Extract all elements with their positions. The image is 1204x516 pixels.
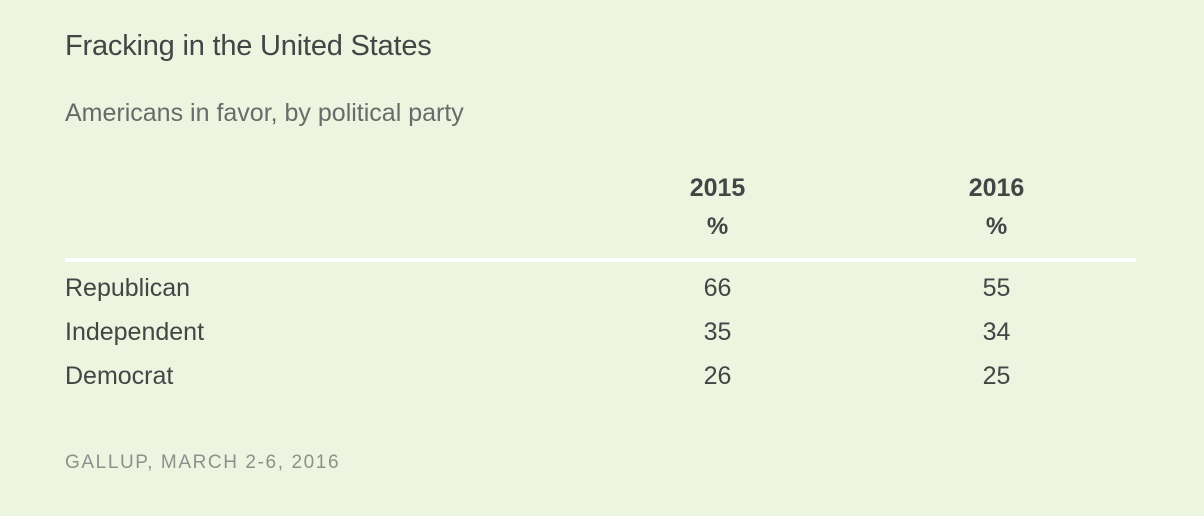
cell-independent-2016: 34 <box>982 318 1011 346</box>
unit-empty <box>65 206 578 262</box>
header-row-units: % % <box>65 206 1136 262</box>
header-empty <box>65 170 578 206</box>
table-row-republican: Republican 66 55 <box>65 260 1136 310</box>
source-note: GALLUP, MARCH 2-6, 2016 <box>65 452 341 473</box>
header-row-years: 2015 2016 <box>65 170 1136 206</box>
unit-label-2015: % <box>578 206 857 262</box>
row-label-democrat: Democrat <box>65 362 174 390</box>
cell-democrat-2015: 26 <box>703 362 732 390</box>
cell-democrat-2016: 25 <box>982 362 1011 390</box>
chart-subtitle: Americans in favor, by political party <box>65 99 464 127</box>
row-label-republican: Republican <box>65 274 191 302</box>
cell-republican-2015: 66 <box>703 274 732 302</box>
cell-republican-2016: 55 <box>982 274 1011 302</box>
column-header-2016: 2016 <box>968 174 1025 202</box>
data-table-container: 2015 2016 % % Republican 66 55 Independe… <box>65 170 1136 398</box>
data-table: 2015 2016 % % Republican 66 55 Independe… <box>65 170 1136 398</box>
cell-independent-2015: 35 <box>703 318 732 346</box>
column-header-2015: 2015 <box>689 174 746 202</box>
chart-title: Fracking in the United States <box>65 30 432 62</box>
row-label-independent: Independent <box>65 318 205 346</box>
table-row-democrat: Democrat 26 25 <box>65 354 1136 398</box>
unit-label-2016: % <box>857 206 1136 262</box>
table-row-independent: Independent 35 34 <box>65 310 1136 354</box>
